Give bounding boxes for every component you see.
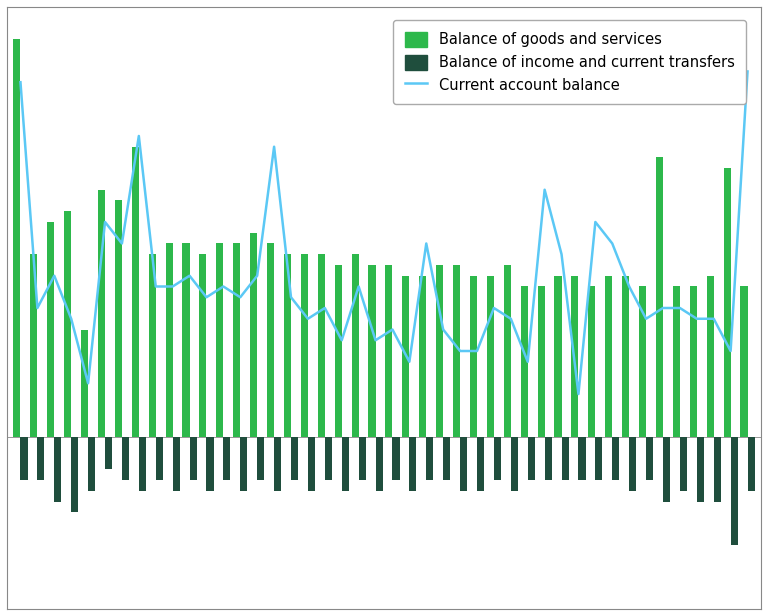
Bar [98,190,105,437]
Bar [369,265,376,437]
Bar [504,265,511,437]
Bar [21,437,28,480]
Bar [122,437,129,480]
Bar [301,254,308,437]
Bar [352,254,359,437]
Bar [47,222,55,437]
Bar [730,437,738,545]
Bar [284,254,291,437]
Bar [291,437,298,480]
Bar [571,276,578,437]
Bar [359,437,366,480]
Bar [578,437,585,480]
Bar [554,276,561,437]
Bar [521,286,528,437]
Bar [639,286,646,437]
Bar [680,437,687,491]
Bar [426,437,433,480]
Bar [561,437,568,480]
Bar [207,437,214,491]
Bar [308,437,315,491]
Bar [470,276,477,437]
Bar [30,254,38,437]
Bar [713,437,721,501]
Bar [64,211,71,437]
Bar [88,437,95,491]
Bar [335,265,342,437]
Bar [697,437,704,501]
Bar [13,39,21,437]
Bar [528,437,535,480]
Bar [81,330,88,437]
Bar [436,265,443,437]
Bar [38,437,45,480]
Bar [690,286,697,437]
Bar [166,243,173,437]
Bar [183,243,190,437]
Bar [250,233,257,437]
Bar [595,437,602,480]
Bar [173,437,180,491]
Bar [132,147,139,437]
Bar [139,437,146,491]
Bar [605,276,612,437]
Bar [487,276,494,437]
Bar [71,437,78,513]
Bar [257,437,264,480]
Bar [545,437,551,480]
Bar [318,254,325,437]
Bar [190,437,197,480]
Bar [200,254,207,437]
Bar [217,243,223,437]
Bar [588,286,595,437]
Bar [392,437,399,480]
Bar [740,286,747,437]
Bar [707,276,713,437]
Bar [376,437,382,491]
Bar [494,437,501,480]
Bar [233,243,240,437]
Bar [656,158,663,437]
Bar [538,286,545,437]
Bar [402,276,409,437]
Bar [747,437,755,491]
Bar [646,437,653,480]
Bar [453,265,460,437]
Bar [419,276,426,437]
Legend: Balance of goods and services, Balance of income and current transfers, Current : Balance of goods and services, Balance o… [393,20,746,104]
Bar [149,254,156,437]
Bar [156,437,163,480]
Bar [105,437,112,469]
Bar [386,265,392,437]
Bar [460,437,467,491]
Bar [511,437,518,491]
Bar [663,437,670,501]
Bar [612,437,619,480]
Bar [723,168,730,437]
Bar [443,437,450,480]
Bar [267,243,274,437]
Bar [55,437,61,501]
Bar [342,437,349,491]
Bar [223,437,230,480]
Bar [409,437,416,491]
Bar [629,437,636,491]
Bar [240,437,247,491]
Bar [622,276,629,437]
Bar [274,437,281,491]
Bar [325,437,332,480]
Bar [673,286,680,437]
Bar [477,437,484,491]
Bar [115,200,122,437]
